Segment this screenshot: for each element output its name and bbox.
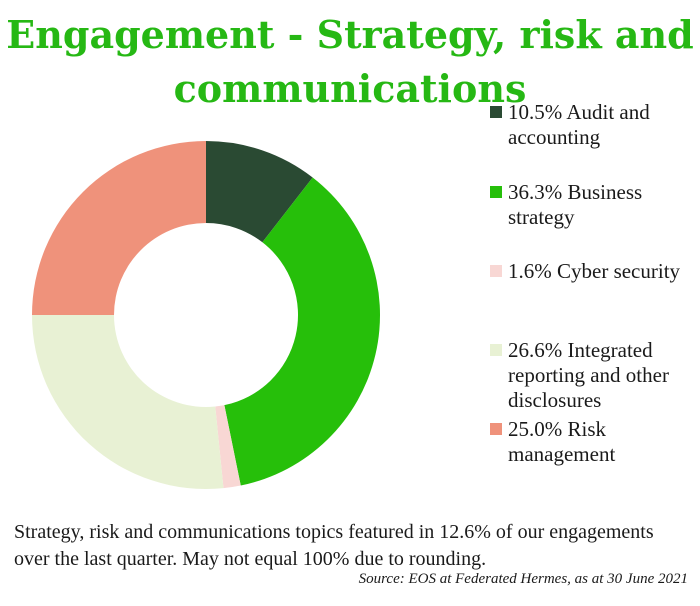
donut-slice-risk bbox=[32, 141, 206, 315]
legend-item-risk: 25.0% Risk management bbox=[490, 417, 695, 467]
donut-slice-audit bbox=[206, 141, 313, 243]
footnote: Strategy, risk and communications topics… bbox=[14, 521, 654, 570]
legend-label-business: 36.3% Business strategy bbox=[508, 180, 643, 229]
legend-item-cyber: 1.6% Cyber security bbox=[490, 259, 695, 284]
legend-item-business: 36.3% Business strategy bbox=[490, 180, 695, 230]
legend-swatch-business bbox=[490, 186, 502, 198]
legend-item-integrated: 26.6% Integrated reporting and other dis… bbox=[490, 338, 695, 413]
source-note: Source: EOS at Federated Hermes, as at 3… bbox=[358, 571, 688, 587]
legend-swatch-integrated bbox=[490, 344, 502, 356]
chart-title: Engagement - Strategy, risk and communic… bbox=[6, 12, 694, 111]
donut-slice-cyber bbox=[215, 405, 241, 489]
legend-swatch-risk bbox=[490, 423, 502, 435]
legend-label-integrated: 26.6% Integrated reporting and other dis… bbox=[508, 338, 669, 412]
legend-label-risk: 25.0% Risk management bbox=[508, 417, 616, 466]
donut-slice-integrated bbox=[32, 315, 224, 489]
legend-label-audit: 10.5% Audit and accounting bbox=[508, 100, 650, 149]
legend-item-audit: 10.5% Audit and accounting bbox=[490, 100, 695, 150]
legend-swatch-audit bbox=[490, 106, 502, 118]
legend-label-cyber: 1.6% Cyber security bbox=[508, 259, 681, 283]
donut-slice-business bbox=[224, 177, 381, 486]
legend-swatch-cyber bbox=[490, 265, 502, 277]
